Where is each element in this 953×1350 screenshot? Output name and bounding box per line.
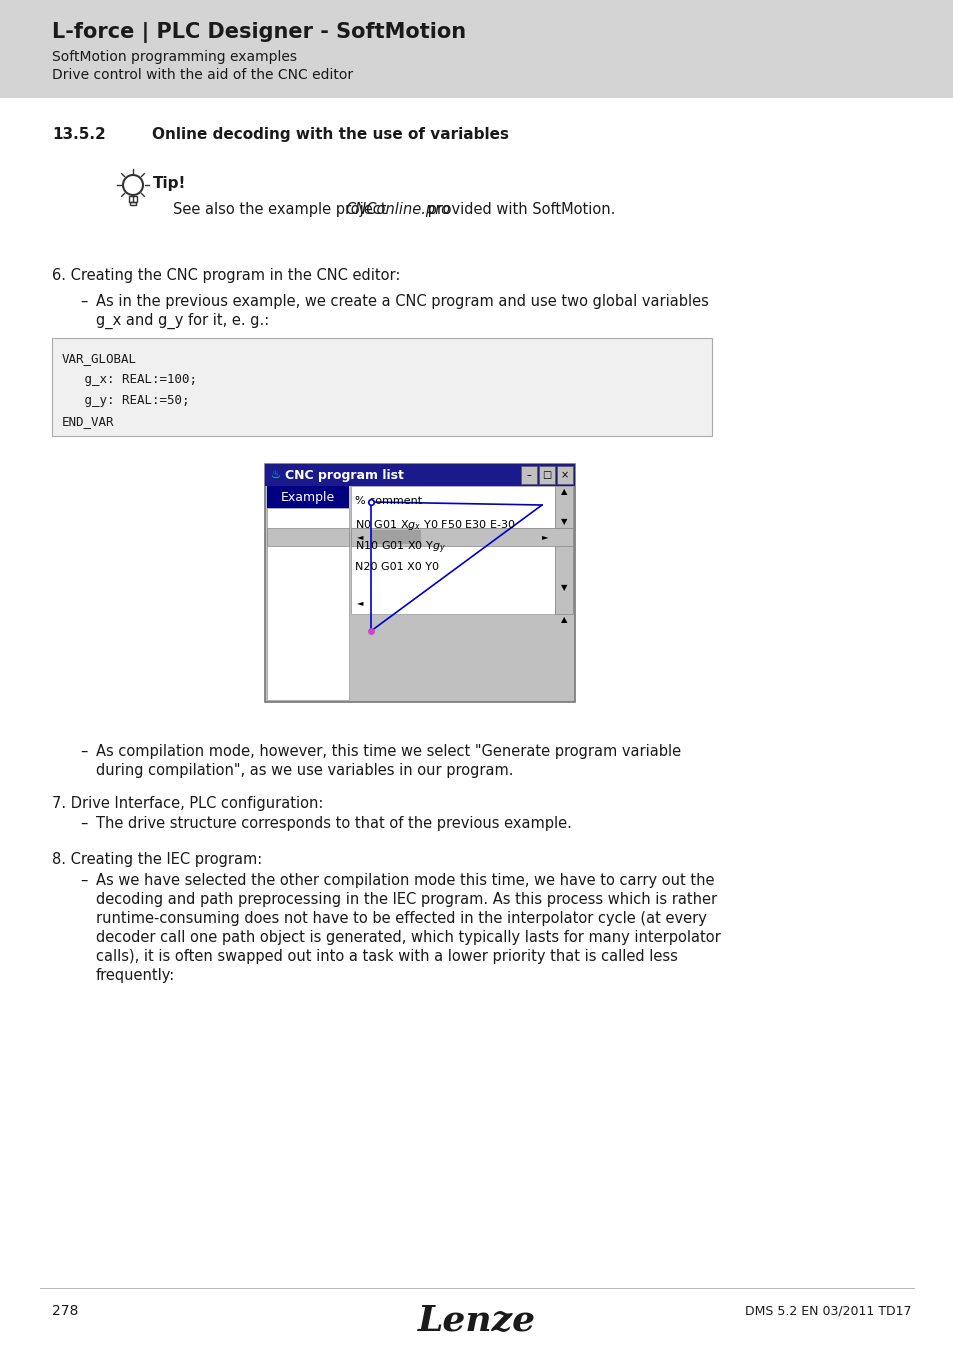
Text: As compilation mode, however, this time we select "Generate program variable: As compilation mode, however, this time … <box>96 744 680 759</box>
Bar <box>267 528 349 545</box>
Bar <box>557 466 573 485</box>
Bar <box>365 595 395 610</box>
Text: SoftMotion programming examples: SoftMotion programming examples <box>52 50 296 63</box>
Text: 13.5.2: 13.5.2 <box>52 127 106 142</box>
Bar <box>0 0 953 99</box>
Text: g_x: REAL:=100;: g_x: REAL:=100; <box>62 373 196 386</box>
Text: ▼: ▼ <box>560 583 567 593</box>
Text: g_x and g_y for it, e. g.:: g_x and g_y for it, e. g.: <box>96 313 269 329</box>
Bar <box>371 531 420 544</box>
Text: DMS 5.2 EN 03/2011 TD17: DMS 5.2 EN 03/2011 TD17 <box>744 1304 911 1318</box>
Text: ×: × <box>560 470 569 481</box>
Text: N0 G01 X$g_x$ Y0 F50 E30 E-30: N0 G01 X$g_x$ Y0 F50 E30 E-30 <box>355 518 516 532</box>
Text: –: – <box>80 294 88 309</box>
Bar <box>538 466 555 485</box>
Text: Lenze: Lenze <box>417 1304 536 1338</box>
Text: ▲: ▲ <box>560 487 567 497</box>
Text: Online decoding with the use of variables: Online decoding with the use of variable… <box>152 127 509 142</box>
Bar <box>351 486 555 594</box>
Text: 7. Drive Interface, PLC configuration:: 7. Drive Interface, PLC configuration: <box>52 796 323 811</box>
Text: during compilation", as we use variables in our program.: during compilation", as we use variables… <box>96 763 513 778</box>
Text: L-force | PLC Designer - SoftMotion: L-force | PLC Designer - SoftMotion <box>52 22 466 43</box>
Text: N10 G01 X0 Y$g_y$: N10 G01 X0 Y$g_y$ <box>355 540 446 556</box>
Bar <box>267 508 349 701</box>
Text: calls), it is often swapped out into a task with a lower priority that is called: calls), it is often swapped out into a t… <box>96 949 678 964</box>
Bar <box>351 528 573 545</box>
Text: provided with SoftMotion.: provided with SoftMotion. <box>422 202 615 217</box>
Bar <box>52 338 711 436</box>
Text: See also the example project: See also the example project <box>172 202 391 217</box>
Bar <box>556 560 572 580</box>
Text: –: – <box>80 815 88 832</box>
Bar <box>555 528 573 614</box>
Text: 278: 278 <box>52 1304 78 1318</box>
Text: ◄: ◄ <box>356 598 363 608</box>
Text: As we have selected the other compilation mode this time, we have to carry out t: As we have selected the other compilatio… <box>96 873 714 888</box>
Text: decoder call one path object is generated, which typically lasts for many interp: decoder call one path object is generate… <box>96 930 720 945</box>
Bar <box>129 196 137 202</box>
Text: VAR_GLOBAL: VAR_GLOBAL <box>62 352 137 365</box>
Text: runtime-consuming does not have to be effected in the interpolator cycle (at eve: runtime-consuming does not have to be ef… <box>96 911 706 926</box>
Text: □: □ <box>542 470 551 481</box>
Bar <box>265 464 575 486</box>
Text: N20 G01 X0 Y0: N20 G01 X0 Y0 <box>355 562 438 572</box>
Bar <box>520 466 537 485</box>
Text: –: – <box>80 744 88 759</box>
Text: ◄: ◄ <box>356 532 363 541</box>
Text: 8. Creating the IEC program:: 8. Creating the IEC program: <box>52 852 262 867</box>
Text: CNC program list: CNC program list <box>285 468 403 482</box>
Bar <box>351 528 555 614</box>
Text: g_y: REAL:=50;: g_y: REAL:=50; <box>62 394 190 406</box>
Text: Tip!: Tip! <box>152 176 186 190</box>
Text: ►: ► <box>541 532 548 541</box>
Bar <box>351 594 573 612</box>
Text: % comment: % comment <box>355 495 421 506</box>
Bar <box>267 486 349 508</box>
Text: Example: Example <box>280 490 335 504</box>
Text: As in the previous example, we create a CNC program and use two global variables: As in the previous example, we create a … <box>96 294 708 309</box>
Bar <box>555 486 573 594</box>
Text: CNConline.pro: CNConline.pro <box>345 202 450 217</box>
Text: END_VAR: END_VAR <box>62 414 114 428</box>
Text: ▲: ▲ <box>560 616 567 625</box>
Text: –: – <box>80 873 88 888</box>
Text: ♨: ♨ <box>271 470 281 481</box>
Text: decoding and path preprocessing in the IEC program. As this process which is rat: decoding and path preprocessing in the I… <box>96 892 717 907</box>
Text: frequently:: frequently: <box>96 968 175 983</box>
Text: –: – <box>526 470 531 481</box>
Text: ▼: ▼ <box>560 517 567 526</box>
Bar <box>265 464 575 702</box>
Text: The drive structure corresponds to that of the previous example.: The drive structure corresponds to that … <box>96 815 571 832</box>
Text: 6. Creating the CNC program in the CNC editor:: 6. Creating the CNC program in the CNC e… <box>52 269 400 284</box>
Text: Drive control with the aid of the CNC editor: Drive control with the aid of the CNC ed… <box>52 68 353 82</box>
Bar <box>130 202 136 205</box>
